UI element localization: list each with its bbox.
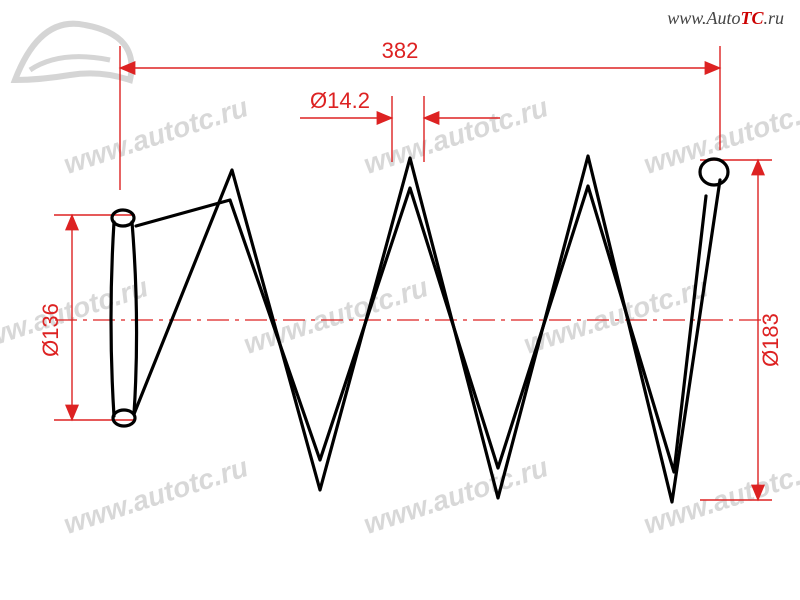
dim-136-value: Ø136 [38, 303, 63, 357]
url-accent: TC [740, 8, 763, 28]
source-url: www.AutoTC.ru [667, 8, 784, 29]
dim-right-183: Ø183 [700, 160, 783, 500]
diagram-container: www.autotc.ruwww.autotc.ruwww.autotc.ruw… [0, 0, 800, 600]
spring-body [111, 156, 728, 502]
dim-length-382: 382 [120, 38, 720, 190]
url-suffix: .ru [763, 8, 784, 28]
dim-183-value: Ø183 [758, 313, 783, 367]
url-prefix: www.Auto [667, 8, 740, 28]
dim-382-value: 382 [382, 38, 419, 63]
dim-left-136: Ø136 [38, 215, 135, 420]
dim-wire-14-2: Ø14.2 [300, 88, 500, 162]
technical-drawing: 382 Ø14.2 Ø136 Ø183 [0, 0, 800, 600]
dim-wire-value: Ø14.2 [310, 88, 370, 113]
